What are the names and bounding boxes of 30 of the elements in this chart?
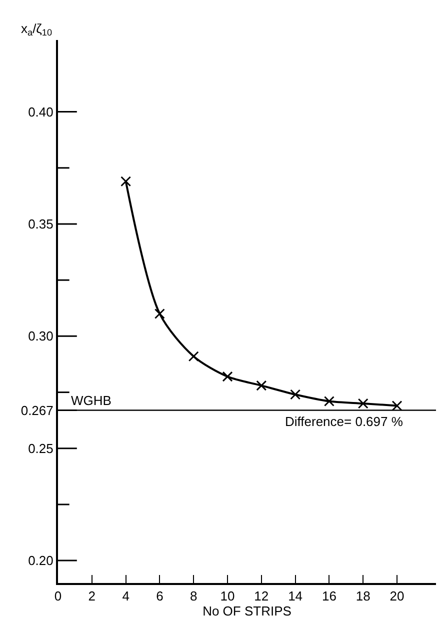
x-tick-label: 0 [54,588,62,604]
point [358,398,368,409]
point [222,371,233,382]
x-axis-title: No OF STRIPS [202,604,292,619]
y-tick-label: 0.40 [28,104,54,120]
point [256,380,267,391]
x-tick-label: 4 [122,588,130,604]
point [154,308,165,319]
y-tick-label: 0.20 [28,553,54,568]
x-tick-label: 18 [356,588,370,604]
annotation: Difference= 0.697 % [285,414,404,429]
point [120,176,132,187]
y-tick-label: 0.30 [28,328,54,344]
point [290,389,301,400]
y-tick-label: 0.267 [20,402,54,418]
x-tick-label: 6 [156,588,164,604]
x-tick-label: 16 [322,588,336,604]
y-axis-title: x$_{a}$/ζ$_{10}$ [21,21,52,38]
point [188,351,199,362]
x-tick-label: 8 [190,588,198,604]
y-tick-label: 0.35 [28,216,54,232]
x-tick-label: 2 [88,588,96,604]
x-tick-label: 12 [254,588,269,604]
point [324,396,334,406]
x-tick-label: 20 [390,588,404,604]
x-tick-label: 14 [288,588,303,604]
point [392,400,402,411]
ref-line-label: WGHB [71,393,112,408]
y-tick-label: 0.25 [28,440,54,456]
x-tick-label: 10 [220,588,235,604]
